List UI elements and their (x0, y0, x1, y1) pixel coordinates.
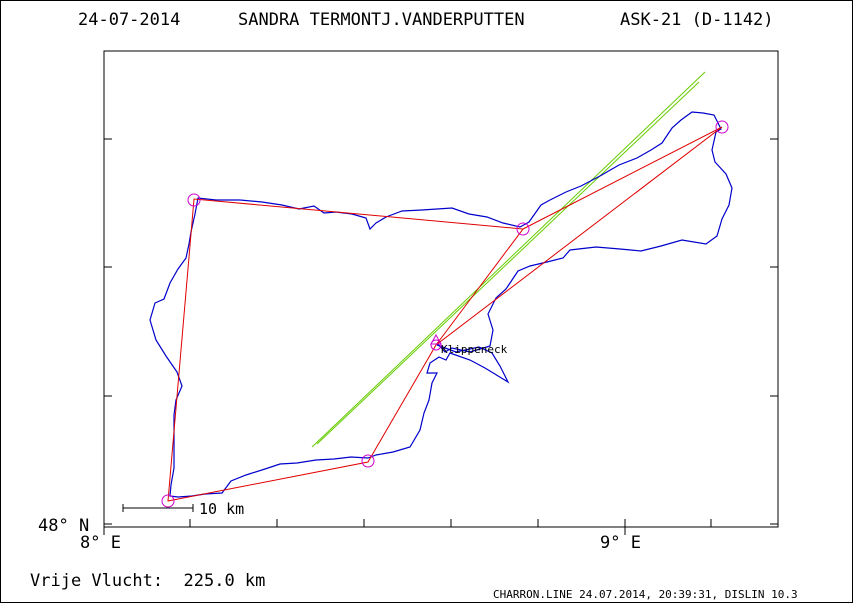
turnpoint-start (430, 339, 442, 351)
turnpoint-2 (516, 222, 530, 236)
flight-track (149, 111, 733, 498)
longitude-label-right: 9° E (600, 533, 641, 553)
longitude-label-left: 8° E (80, 533, 121, 553)
pilot-name: SANDRA TERMONTJ.VANDERPUTTEN (238, 10, 525, 30)
turnpoint-3 (161, 494, 175, 508)
plot-frame (103, 50, 779, 528)
glider-type: ASK-21 (D-1142) (620, 10, 774, 30)
flight-distance: Vrije Vlucht: 225.0 km (30, 571, 265, 591)
start-place-label: Klippeneck (441, 343, 508, 356)
turnpoint-5 (715, 120, 729, 134)
turnpoint-1 (187, 193, 201, 207)
turnpoints (161, 120, 729, 508)
turnpoint-4 (361, 454, 375, 468)
start-marker-icon (430, 333, 442, 345)
latitude-label: 48° N (38, 516, 89, 536)
software-credit: CHARRON.LINE 24.07.2014, 20:39:31, DISLI… (493, 588, 798, 601)
reference-line (311, 71, 706, 448)
task-legs (167, 126, 723, 502)
axis-ticks (103, 138, 778, 535)
scale-bar (122, 504, 194, 512)
scale-bar-label: 10 km (199, 500, 244, 518)
flight-date: 24-07-2014 (78, 10, 180, 30)
